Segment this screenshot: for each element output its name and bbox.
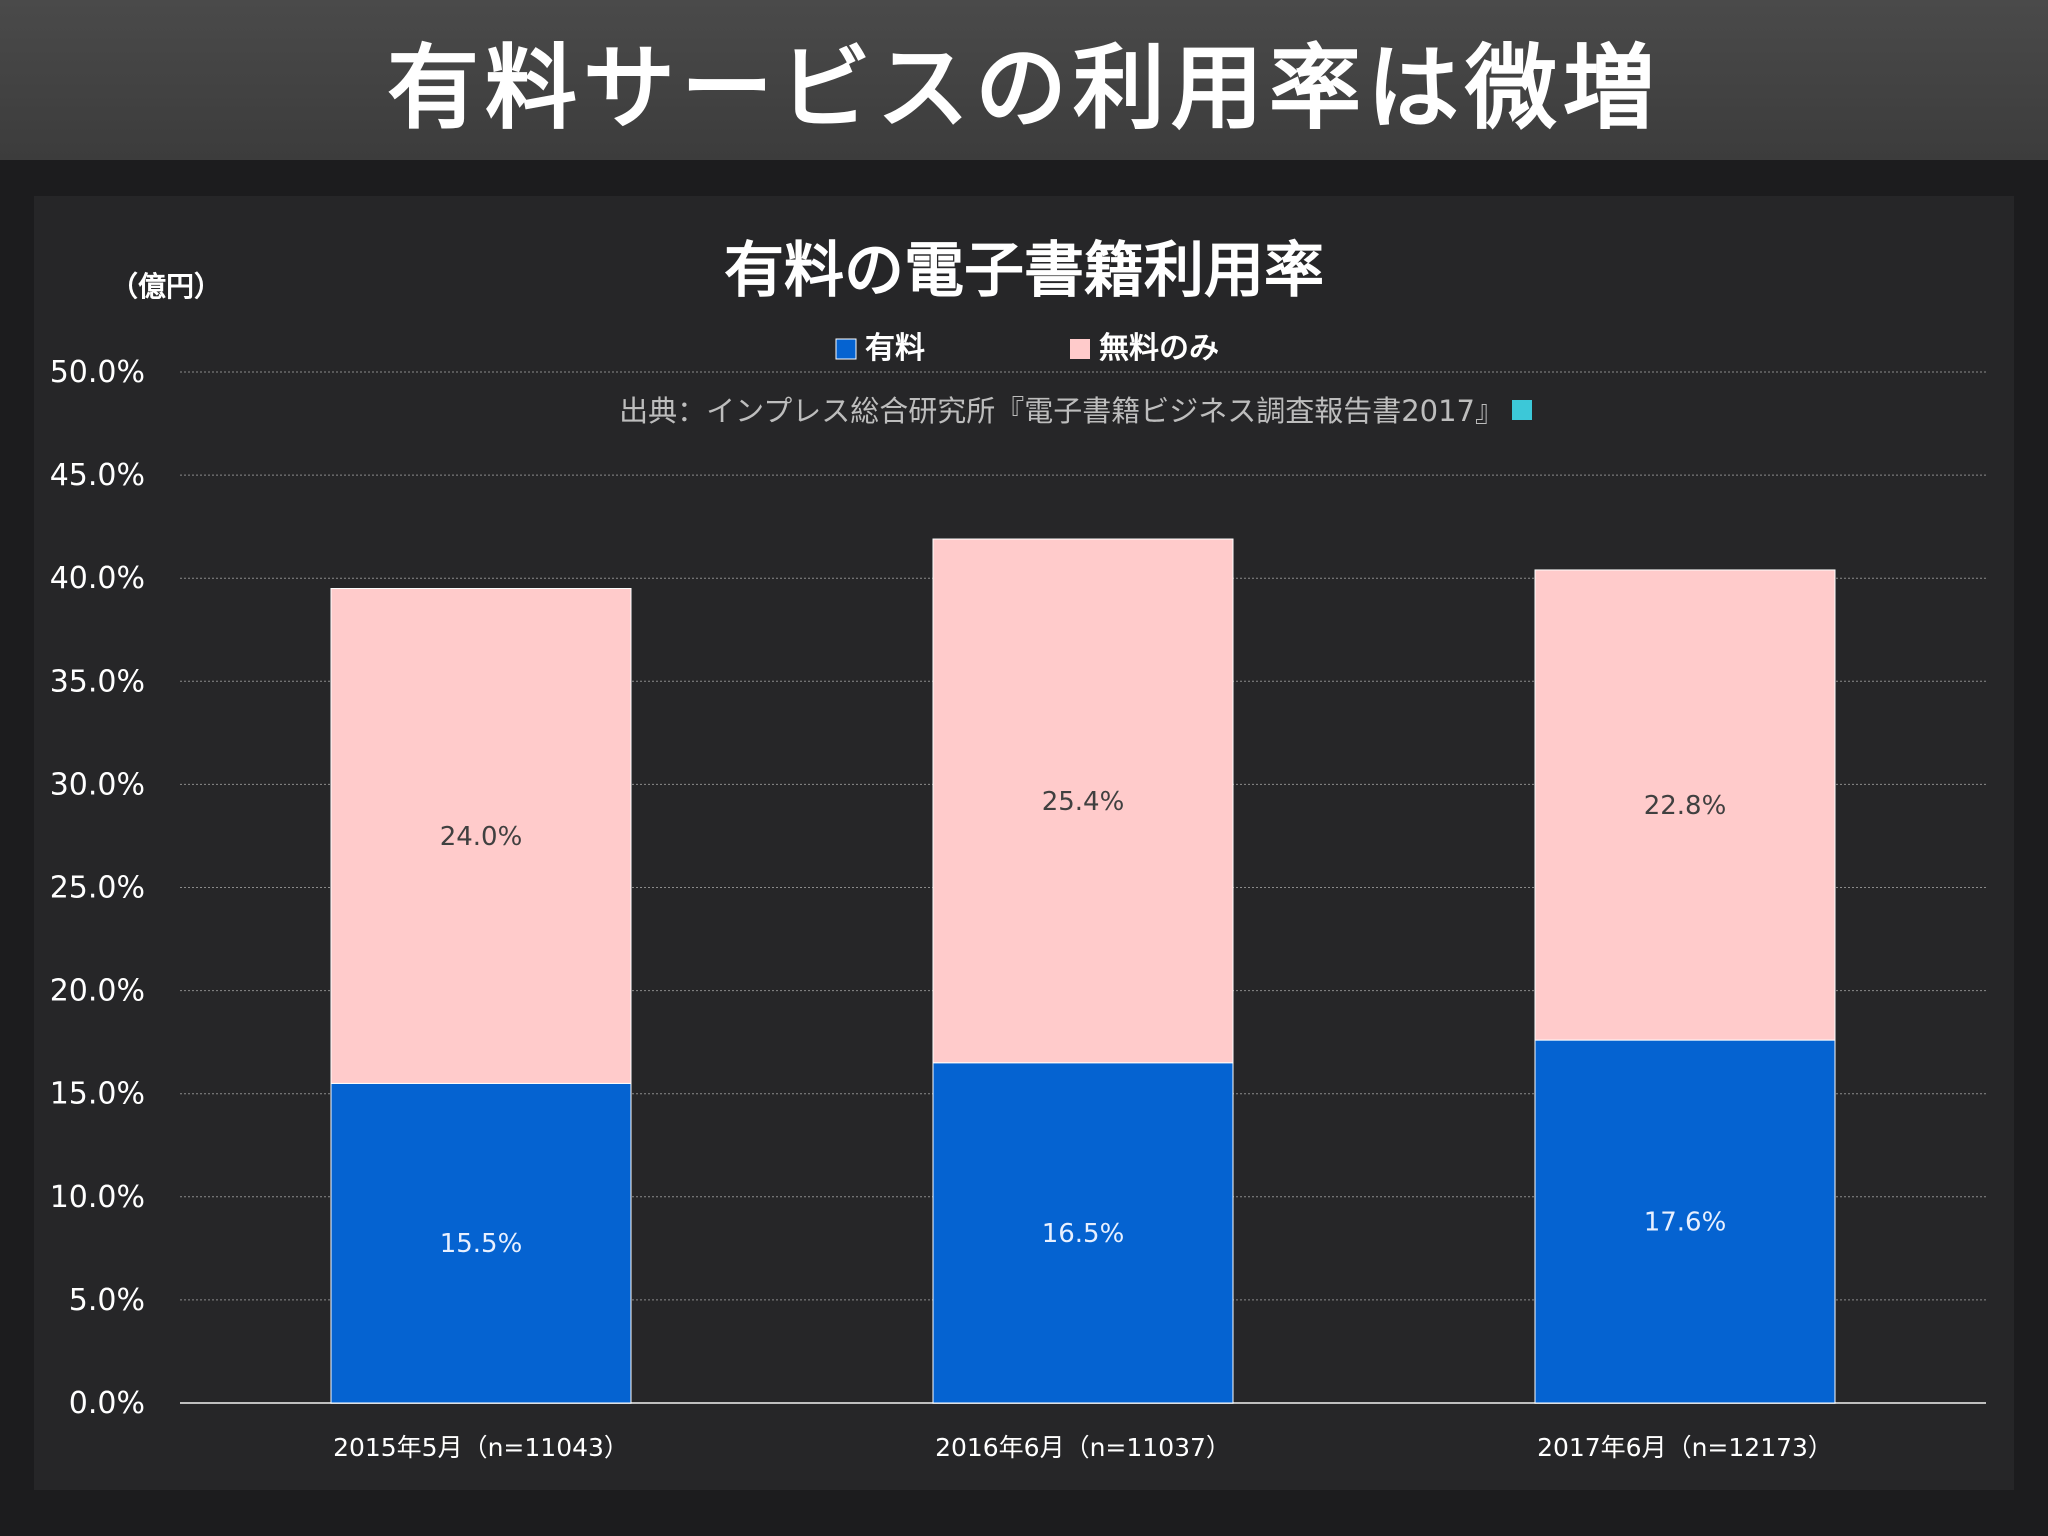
bar-segment-paid [330,1082,632,1404]
x-axis: 2015年5月（n=11043） 2016年6月（n=11037） 2017年6月（… [333,1433,1833,1462]
bar-segment-free [330,588,632,1084]
stacked-bar-chart: （億円） 有料の電子書籍利用率 有料 無料のみ 出典：インプレス総合研究所『電子… [50,236,1986,1462]
chart-title: 有料の電子書籍利用率 [724,236,1324,306]
source-note: 出典：インプレス総合研究所『電子書籍ビジネス調査報告書2017』 [619,394,1504,428]
data-label: 25.4% [1042,787,1125,817]
data-label: 17.6% [1644,1208,1727,1238]
y-tick-label: 20.0% [50,974,145,1009]
legend-label-free: 無料のみ [1099,331,1219,366]
bar-segment-paid [1534,1039,1836,1404]
legend-label-paid: 有料 [865,331,925,366]
bar-segment-free [1534,569,1836,1041]
data-label: 16.5% [1042,1219,1125,1249]
x-tick-label: 2017年6月（n=12173） [1537,1433,1833,1462]
header-bar: 有料サービスの利用率は微増 [0,0,2048,160]
bar-segment-paid [932,1062,1234,1404]
y-axis: 0.0% 5.0% 10.0% 15.0% 20.0% 25.0% 30.0% 35.0% 40… [50,355,145,1421]
y-tick-label: 45.0% [50,458,145,493]
y-tick-label: 10.0% [50,1180,145,1215]
y-tick-label: 30.0% [50,767,145,802]
y-tick-label: 15.0% [50,1077,145,1112]
legend-swatch-free [1070,339,1090,359]
legend-swatch-paid [835,338,857,360]
bar-segment-free [932,538,1234,1064]
legend: 有料 無料のみ [835,331,1219,366]
y-tick-label: 35.0% [50,664,145,699]
unit-label: （億円） [110,270,222,303]
data-label: 24.0% [440,822,523,852]
y-tick-label: 0.0% [69,1386,145,1421]
x-tick-label: 2016年6月（n=11037） [935,1433,1231,1462]
data-label: 15.5% [440,1229,523,1259]
chart-panel: （億円） 有料の電子書籍利用率 有料 無料のみ 出典：インプレス総合研究所『電子… [34,196,2014,1490]
y-tick-label: 25.0% [50,871,145,906]
data-label: 22.8% [1644,791,1727,821]
page-title: 有料サービスの利用率は微増 [386,34,1661,142]
y-tick-label: 5.0% [69,1283,145,1318]
y-tick-label: 50.0% [50,355,145,390]
source-marker [1512,400,1532,420]
x-tick-label: 2015年5月（n=11043） [333,1433,629,1462]
y-tick-label: 40.0% [50,561,145,596]
bars [330,538,1836,1404]
value-labels: 15.5% 24.0% 16.5% 25.4% 17.6% 22.8% [440,787,1727,1259]
